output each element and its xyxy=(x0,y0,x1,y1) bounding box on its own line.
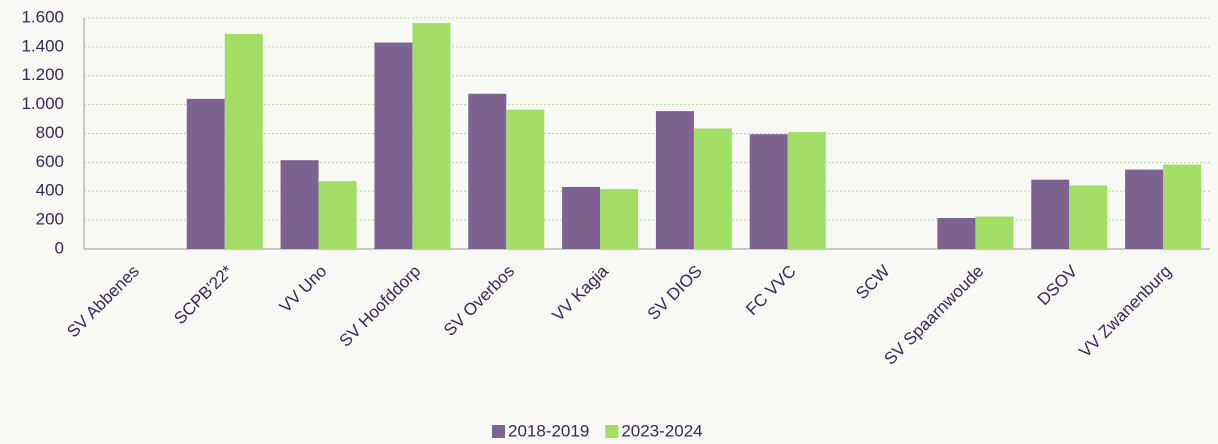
x-tick-label: FC VVC xyxy=(742,262,800,320)
bar xyxy=(412,23,451,249)
bar xyxy=(224,33,263,249)
bar xyxy=(1031,179,1070,249)
x-tick-label: DSOV xyxy=(1034,261,1082,309)
x-tick-label: SV DIOS xyxy=(644,262,706,324)
y-tick-label: 800 xyxy=(36,123,64,142)
bar xyxy=(374,42,413,250)
bar xyxy=(693,128,732,249)
y-tick-label: 1.400 xyxy=(21,36,64,55)
bar xyxy=(975,216,1014,249)
bar xyxy=(787,132,826,249)
x-tick-label: SV Hoofddorp xyxy=(335,262,424,351)
x-tick-label: SV Spaarnwoude xyxy=(880,262,987,369)
x-tick-label: VV Zwanenburg xyxy=(1075,262,1175,362)
x-tick-label: SV Overbos xyxy=(440,262,518,340)
legend-label: 2023-2024 xyxy=(621,421,702,440)
bar xyxy=(318,181,357,249)
x-tick-label: SV Abbenes xyxy=(63,262,143,342)
legend-label: 2018-2019 xyxy=(508,421,589,440)
y-tick-label: 0 xyxy=(55,238,64,257)
y-tick-label: 400 xyxy=(36,181,64,200)
x-tick-label: SCW xyxy=(852,262,893,303)
bar xyxy=(506,109,545,249)
bar xyxy=(280,160,319,249)
y-tick-label: 1.200 xyxy=(21,65,64,84)
bar xyxy=(1069,185,1108,249)
bar xyxy=(600,189,639,249)
y-tick-label: 200 xyxy=(36,210,64,229)
x-tick-label: VV Uno xyxy=(276,262,331,317)
bar xyxy=(1125,169,1164,249)
legend-swatch xyxy=(492,425,505,438)
y-tick-label: 1.000 xyxy=(21,94,64,113)
bar xyxy=(749,134,788,249)
y-tick-label: 1.600 xyxy=(21,7,64,26)
bar xyxy=(937,217,976,249)
legend-swatch xyxy=(605,425,619,438)
x-tick-label: SCPB'22* xyxy=(170,261,237,328)
x-tick-label: VV Kagia xyxy=(549,261,613,325)
bar xyxy=(655,111,694,249)
y-tick-label: 600 xyxy=(36,152,64,171)
bar xyxy=(1163,164,1202,249)
bar xyxy=(468,93,507,249)
bar xyxy=(562,186,601,249)
bar xyxy=(186,98,225,249)
